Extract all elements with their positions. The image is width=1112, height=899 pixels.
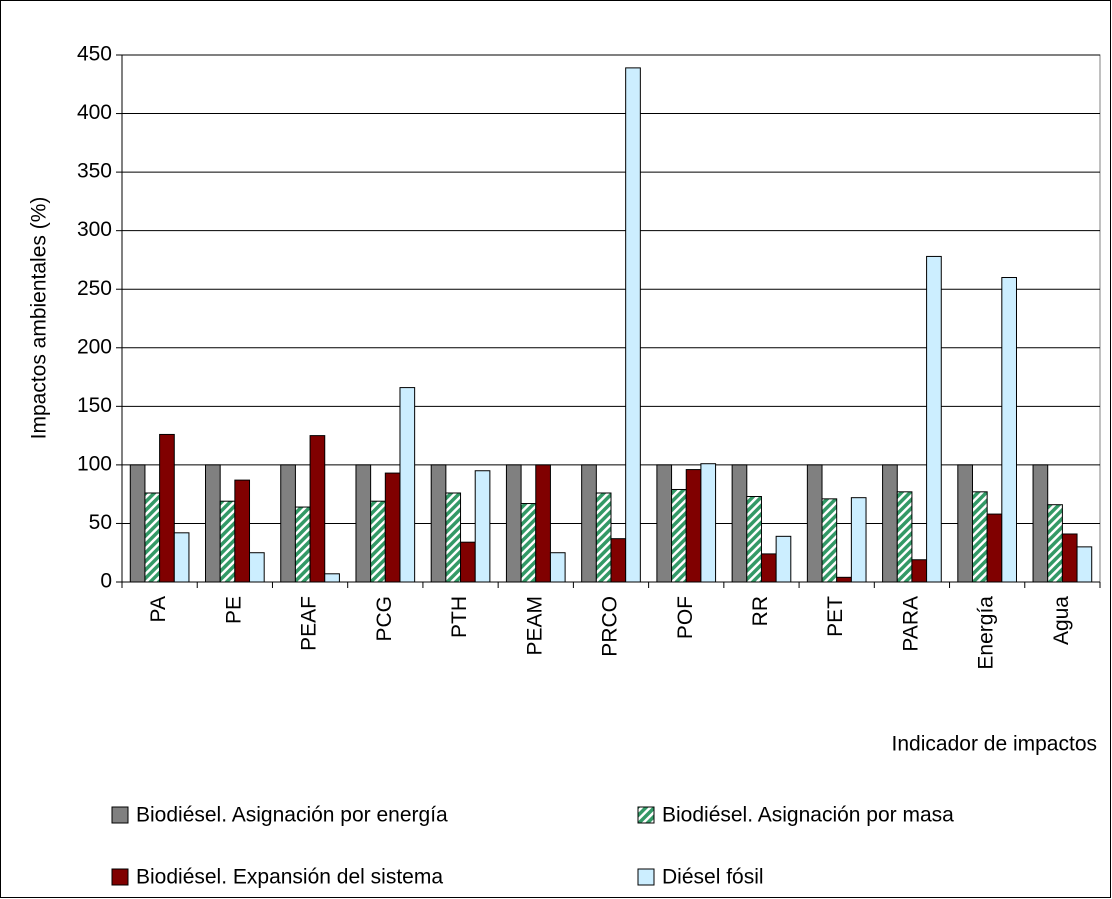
x-tick-label: Agua [1050, 596, 1073, 645]
bar [460, 541, 476, 583]
legend-label: Biodiésel. Asignación por energía [136, 804, 448, 827]
bar [399, 387, 416, 583]
x-tick-label: PTH [448, 596, 471, 638]
x-tick-label: PET [824, 596, 847, 637]
legend-label: Diésel fósil [662, 866, 764, 889]
legend-swatch [637, 806, 655, 824]
bar [445, 492, 462, 583]
y-tick-label: 0 [100, 570, 112, 593]
bar [129, 464, 146, 583]
bar [1076, 546, 1093, 583]
y-tick-label: 300 [77, 218, 112, 241]
bar [234, 479, 251, 583]
bar [205, 464, 221, 583]
legend-label: Biodiésel. Expansión del sistema [136, 866, 443, 889]
bar [384, 472, 401, 583]
bar [520, 503, 537, 583]
bar [581, 464, 597, 583]
bar [1032, 464, 1049, 583]
bar [821, 498, 838, 583]
bar [324, 573, 340, 583]
bar [882, 464, 898, 583]
bar [656, 464, 673, 583]
y-tick-label: 100 [77, 452, 112, 475]
legend-swatch [637, 868, 655, 886]
x-tick-label: Energía [975, 596, 998, 670]
bar [700, 463, 717, 583]
bar [370, 500, 386, 583]
bar [685, 469, 702, 583]
legend-swatch [111, 806, 129, 824]
x-tick-label: PRCO [599, 596, 622, 657]
legend-label: Biodiésel. Asignación por masa [662, 804, 954, 827]
bar [806, 464, 823, 583]
bar [1061, 533, 1078, 583]
x-tick-label: PEAM [523, 596, 546, 656]
x-tick-label: PEAF [298, 596, 321, 651]
bar [731, 464, 748, 583]
x-tick-label: PCG [373, 596, 396, 642]
bar [986, 513, 1003, 583]
bar [505, 464, 522, 583]
bar [625, 67, 641, 583]
bar [671, 488, 687, 583]
y-tick-label: 350 [77, 160, 112, 183]
bar [1047, 504, 1063, 583]
bar [971, 491, 988, 583]
bar [926, 255, 942, 583]
y-tick-label: 400 [77, 101, 112, 124]
bar [549, 552, 566, 583]
bar [355, 464, 372, 583]
bar [294, 506, 311, 583]
bar [896, 491, 913, 583]
y-axis-title: Impactos ambientales (%) [28, 197, 51, 440]
y-tick-label: 50 [89, 511, 112, 534]
bar [850, 497, 867, 583]
legend-swatch [111, 868, 129, 886]
x-axis-title: Indicador de impactos [892, 733, 1097, 756]
bar [595, 492, 612, 583]
bar [430, 464, 447, 583]
y-tick-label: 150 [77, 394, 112, 417]
bar [1001, 277, 1017, 583]
bar [309, 435, 326, 583]
bar [474, 470, 491, 583]
x-tick-label: RR [749, 596, 772, 626]
bar [535, 464, 551, 583]
x-tick-label: PE [222, 596, 245, 624]
bar [911, 559, 928, 583]
y-tick-label: 200 [77, 335, 112, 358]
bar [144, 492, 161, 583]
x-tick-label: POF [674, 596, 697, 639]
x-tick-label: PARA [899, 596, 922, 652]
bar [159, 433, 175, 583]
bar [760, 553, 777, 583]
bar [249, 552, 265, 583]
bar [219, 500, 236, 583]
x-tick-label: PA [147, 596, 170, 622]
y-tick-label: 250 [77, 277, 112, 300]
bar [610, 538, 627, 583]
bar [775, 535, 792, 583]
bar [836, 576, 852, 583]
bar [957, 464, 973, 583]
bar [746, 496, 762, 583]
y-tick-label: 450 [77, 43, 112, 66]
bar [280, 464, 296, 583]
bar [173, 532, 190, 583]
